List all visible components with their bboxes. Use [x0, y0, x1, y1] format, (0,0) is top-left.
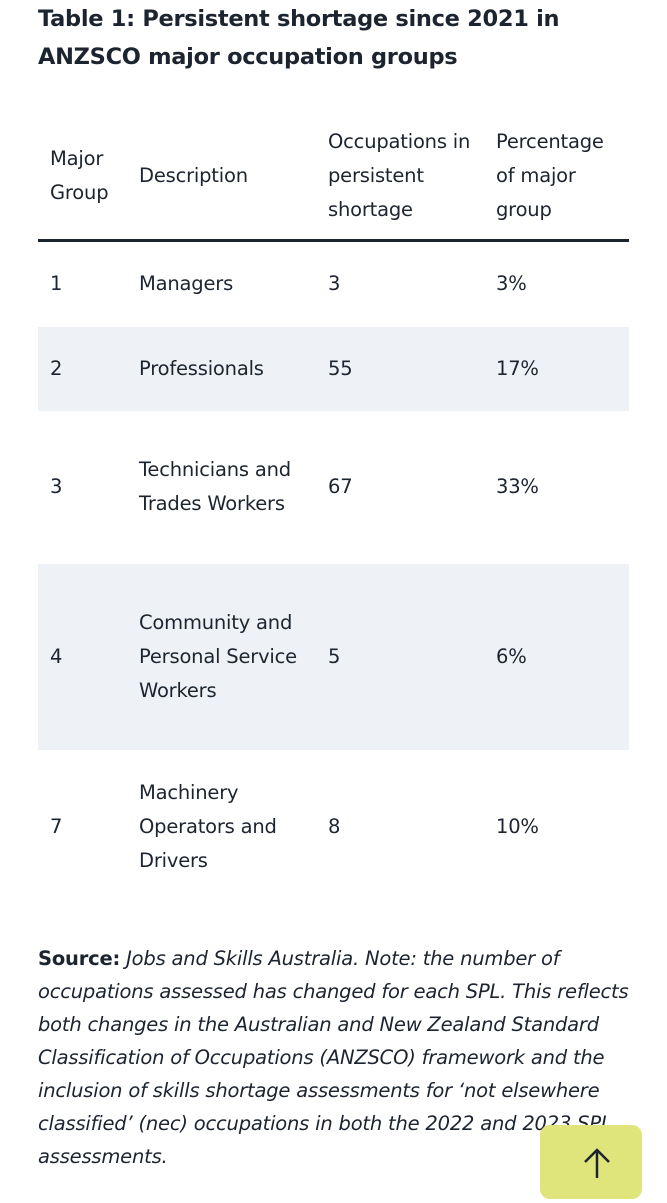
table-cell: 17%: [484, 326, 629, 411]
table-cell: 2: [38, 326, 127, 411]
table-row: 3 Technicians and Trades Workers 67 33%: [38, 411, 629, 564]
table-cell: 33%: [496, 475, 539, 498]
table-cell: 5: [316, 563, 484, 750]
source-note: Source: Jobs and Skills Australia. Note:…: [38, 942, 638, 1173]
source-text: Jobs and Skills Australia. Note: the num…: [38, 947, 629, 1168]
table-header: Major Group Description Occupations in per…: [38, 113, 629, 242]
table-cell: Technicians and Trades Workers: [139, 458, 291, 515]
source-label: Source:: [38, 947, 121, 970]
scroll-to-top-button[interactable]: [540, 1125, 642, 1199]
table-title: Table 1: Persistent shortage since 2021 …: [38, 6, 560, 70]
table-cell: 55: [316, 326, 484, 411]
table-cell: 8: [328, 815, 341, 838]
table-cell: 4: [38, 563, 127, 750]
table-cell: 6%: [484, 563, 629, 750]
arrow-up-icon: [584, 1148, 610, 1178]
table-cell: 67: [328, 475, 353, 498]
table-cell: Professionals: [127, 326, 316, 411]
header-cell: Major Group: [38, 113, 127, 242]
header-cell: Occupations in persistent shortage: [316, 113, 484, 242]
table-cell: Community and Personal Service Workers: [127, 563, 316, 750]
table-row: 4 Community and Personal Service Workers 5…: [38, 563, 629, 750]
table-body: 1 Managers 3 3% 2 Professionals 55 17% 3 Technici…: [38, 241, 629, 905]
header-cell: Description: [127, 113, 316, 242]
table: Major Group Description Occupations in per…: [38, 113, 629, 905]
header-cell: Percentage of major group: [484, 113, 629, 242]
header-row: Major Group Description Occupations in per…: [38, 113, 629, 242]
table-cell: 3: [328, 272, 341, 296]
table-row: 1 Managers 3 3%: [38, 241, 629, 327]
table-cell: 10%: [496, 815, 539, 838]
table-cell: 3%: [496, 272, 527, 296]
table-cell: 7: [50, 815, 63, 838]
table-row: 2 Professionals 55 17%: [38, 326, 629, 411]
table-row: 7 Machinery Operators and Drivers 8 10%: [38, 750, 629, 905]
table-cell: Machinery Operators and Drivers: [139, 781, 277, 872]
table-cell: 1: [50, 272, 63, 296]
table-cell: Managers: [139, 272, 234, 296]
table-cell: 3: [50, 475, 63, 498]
